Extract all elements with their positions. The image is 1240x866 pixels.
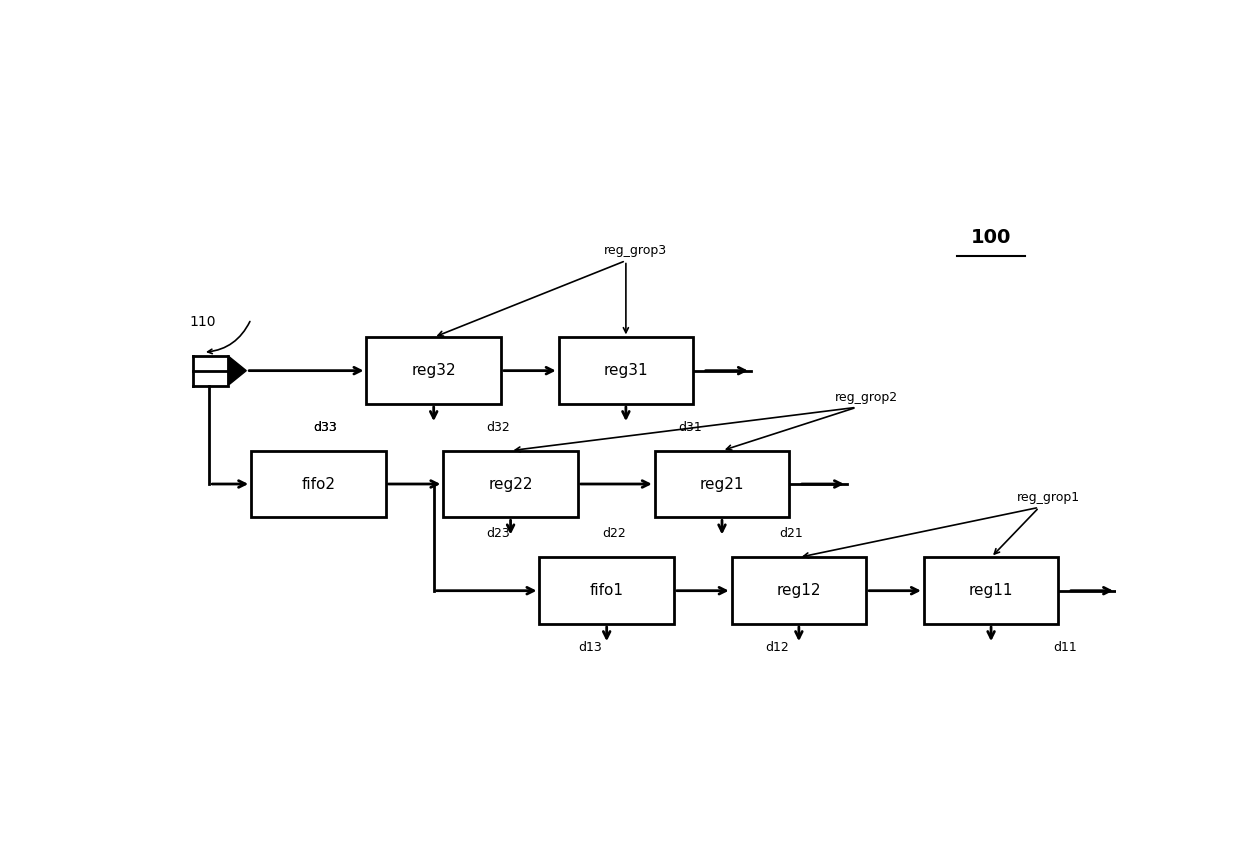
Text: reg_grop2: reg_grop2 <box>835 391 898 404</box>
Text: d22: d22 <box>601 527 626 540</box>
Text: fifo1: fifo1 <box>590 583 624 598</box>
Text: d32: d32 <box>486 421 511 434</box>
Bar <box>732 558 867 624</box>
Text: d33: d33 <box>314 421 337 434</box>
Text: fifo2: fifo2 <box>301 476 335 492</box>
Text: 110: 110 <box>190 315 216 329</box>
Text: reg22: reg22 <box>489 476 533 492</box>
Text: reg11: reg11 <box>968 583 1013 598</box>
Bar <box>367 338 501 404</box>
Text: d21: d21 <box>780 527 804 540</box>
Text: reg32: reg32 <box>412 363 456 378</box>
Bar <box>250 450 386 517</box>
Text: reg21: reg21 <box>699 476 744 492</box>
Text: d23: d23 <box>486 527 511 540</box>
Text: reg12: reg12 <box>776 583 821 598</box>
Text: d12: d12 <box>765 641 789 654</box>
Text: d33: d33 <box>314 421 337 434</box>
Bar <box>558 338 693 404</box>
Bar <box>539 558 675 624</box>
Text: d13: d13 <box>578 641 601 654</box>
Text: d11: d11 <box>1054 641 1078 654</box>
Text: reg_grop1: reg_grop1 <box>1017 491 1080 504</box>
Bar <box>444 450 578 517</box>
Text: reg31: reg31 <box>604 363 649 378</box>
Text: d31: d31 <box>678 421 703 434</box>
Bar <box>655 450 789 517</box>
Text: 100: 100 <box>971 228 1012 247</box>
Polygon shape <box>228 356 247 385</box>
Text: reg_grop3: reg_grop3 <box>604 244 667 257</box>
Bar <box>924 558 1059 624</box>
